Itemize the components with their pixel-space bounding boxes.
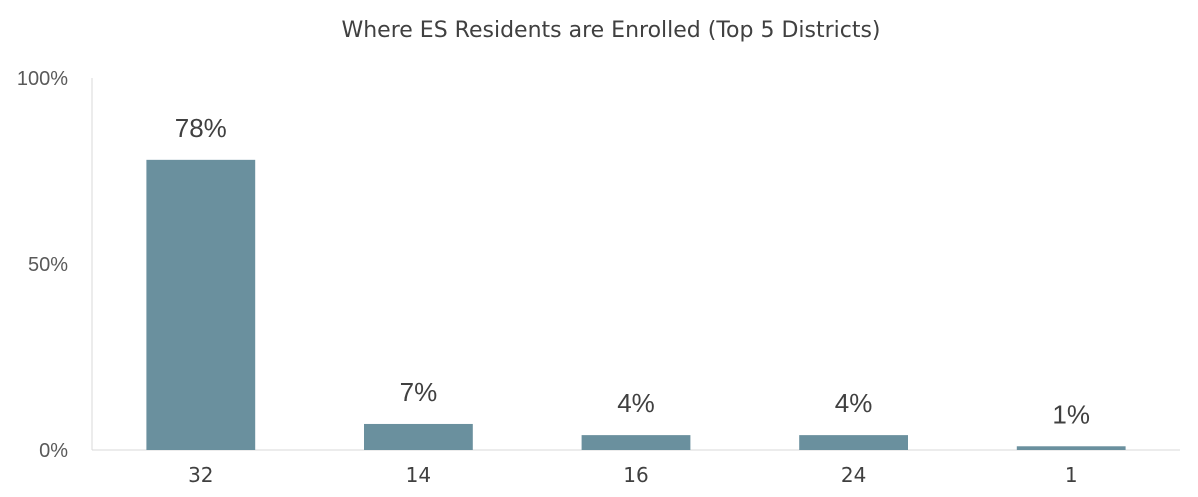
x-tick-label: 16 (623, 463, 648, 487)
data-label: 7% (400, 377, 438, 407)
x-tick-label: 1 (1065, 463, 1078, 487)
bar-district-32 (146, 159, 256, 450)
bar-series (146, 159, 1126, 450)
y-tick-label: 50% (28, 254, 68, 276)
bar-district-1 (1016, 446, 1126, 450)
chart-title: Where ES Residents are Enrolled (Top 5 D… (341, 18, 880, 43)
y-tick-label: 100% (17, 68, 68, 90)
bar-district-16 (581, 435, 691, 450)
bar-district-24 (799, 435, 908, 450)
data-label: 4% (835, 388, 873, 418)
x-axis-ticks: 32 14 16 24 1 (188, 463, 1077, 487)
data-labels: 78% 7% 4% 4% 1% (175, 113, 1090, 429)
y-axis-ticks: 0% 50% 100% (17, 68, 68, 462)
data-label: 1% (1052, 399, 1090, 429)
y-tick-label: 0% (39, 440, 68, 462)
x-tick-label: 14 (406, 463, 431, 487)
x-tick-label: 32 (188, 463, 213, 487)
data-label: 4% (617, 388, 655, 418)
bar-district-14 (364, 423, 473, 450)
x-tick-label: 24 (841, 463, 866, 487)
data-label: 78% (175, 113, 227, 143)
